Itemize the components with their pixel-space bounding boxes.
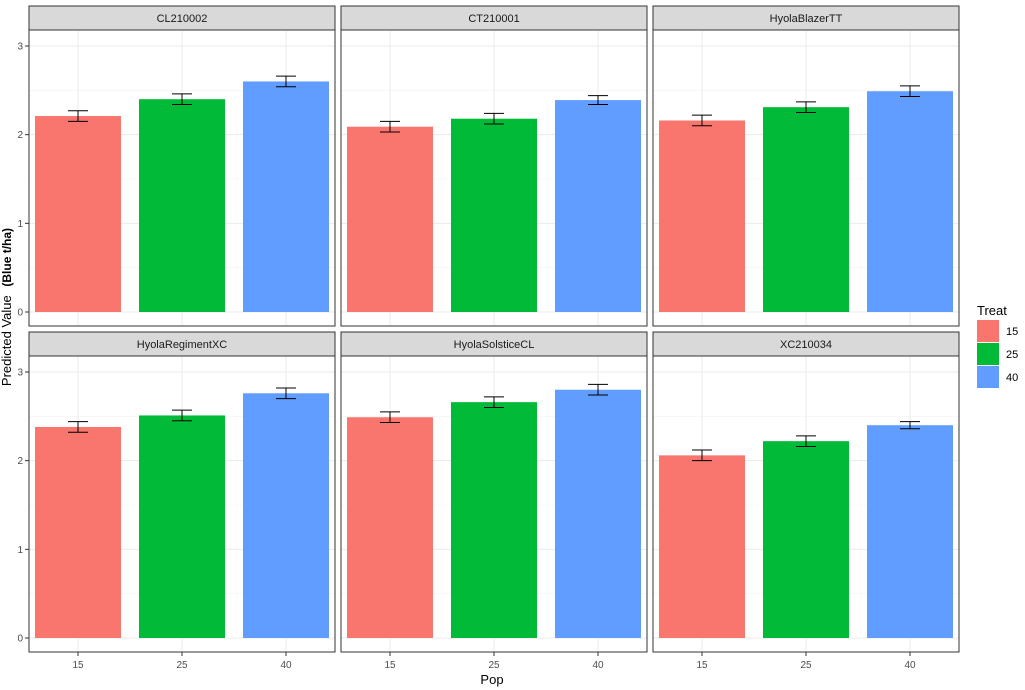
x-tick-label: 15 [384,660,396,671]
legend: Treat 15 25 40 [977,303,1018,388]
facet-panel: XC210034 15 25 40 [652,331,960,671]
facet-title: CT210001 [468,13,519,25]
bar [763,441,849,638]
x-tick-label: 40 [904,660,916,671]
x-tick-label: 40 [280,660,292,671]
legend-swatch [977,366,999,388]
facet-panel: CL210002 0 1 2 3 [17,5,336,327]
panel-border [340,29,648,327]
y-axis-title: Predicted Value (Blue t/ha) [0,228,14,386]
facet-panel: HyolaRegimentXC 0 1 2 3 15 25 40 [17,331,336,671]
bar [659,120,745,312]
bar [763,107,849,313]
bar [347,417,433,638]
y-tick-label: 2 [17,130,23,141]
facet-title: HyolaBlazerTT [770,13,843,25]
legend-swatch [977,343,999,365]
legend-label: 40 [1006,372,1018,384]
bar [139,415,225,638]
facet-panel: HyolaSolsticeCL 15 25 40 [340,331,648,671]
y-tick-label: 2 [17,456,23,467]
bar [659,455,745,638]
legend-label: 25 [1006,349,1018,361]
facet-title: HyolaSolsticeCL [454,339,535,351]
bar [451,402,537,638]
y-tick-label: 3 [17,42,23,53]
bar [867,91,953,312]
y-tick-label: 1 [17,219,23,230]
facet-strip [340,331,648,357]
chart-panels: CL210002 0 1 2 3 CT210001 HyolaBlazerTT HyolaRe… [17,5,960,671]
x-axis-title: Pop [480,672,503,687]
shared-axes: Pop Predicted Value (Blue t/ha) [0,228,504,687]
bar [35,116,121,313]
facet-panel: CT210001 [340,5,648,327]
y-tick-label: 3 [17,368,23,379]
x-tick-label: 25 [176,660,188,671]
panel-border [652,29,960,327]
y-axis-title-main: Predicted Value [0,295,14,386]
bar [555,100,641,312]
facet-strip [28,331,336,357]
y-tick-label: 0 [17,308,23,319]
facet-title: CL210002 [157,13,208,25]
x-tick-label: 15 [696,660,708,671]
bar [35,426,121,638]
panel-border [28,29,336,327]
x-tick-label: 25 [488,660,500,671]
facet-strip [340,5,648,31]
facet-strip [28,5,336,31]
facet-title: HyolaRegimentXC [137,339,228,351]
facet-strip [652,5,960,31]
x-tick-label: 25 [800,660,812,671]
legend-swatch [977,320,999,342]
bar [243,81,329,312]
y-axis-title-unit: (Blue t/ha) [0,228,14,287]
y-tick-label: 1 [17,545,23,556]
legend-label: 15 [1006,326,1018,338]
legend-title: Treat [977,303,1007,318]
facet-strip [652,331,960,357]
bar [347,126,433,312]
bar [243,393,329,638]
x-tick-label: 40 [592,660,604,671]
bar [867,425,953,638]
y-tick-label: 0 [17,634,23,645]
bar [555,389,641,638]
facet-title: XC210034 [780,339,832,351]
x-tick-label: 15 [72,660,84,671]
facet-panel: HyolaBlazerTT [652,5,960,327]
bar [451,118,537,312]
bar [139,99,225,312]
